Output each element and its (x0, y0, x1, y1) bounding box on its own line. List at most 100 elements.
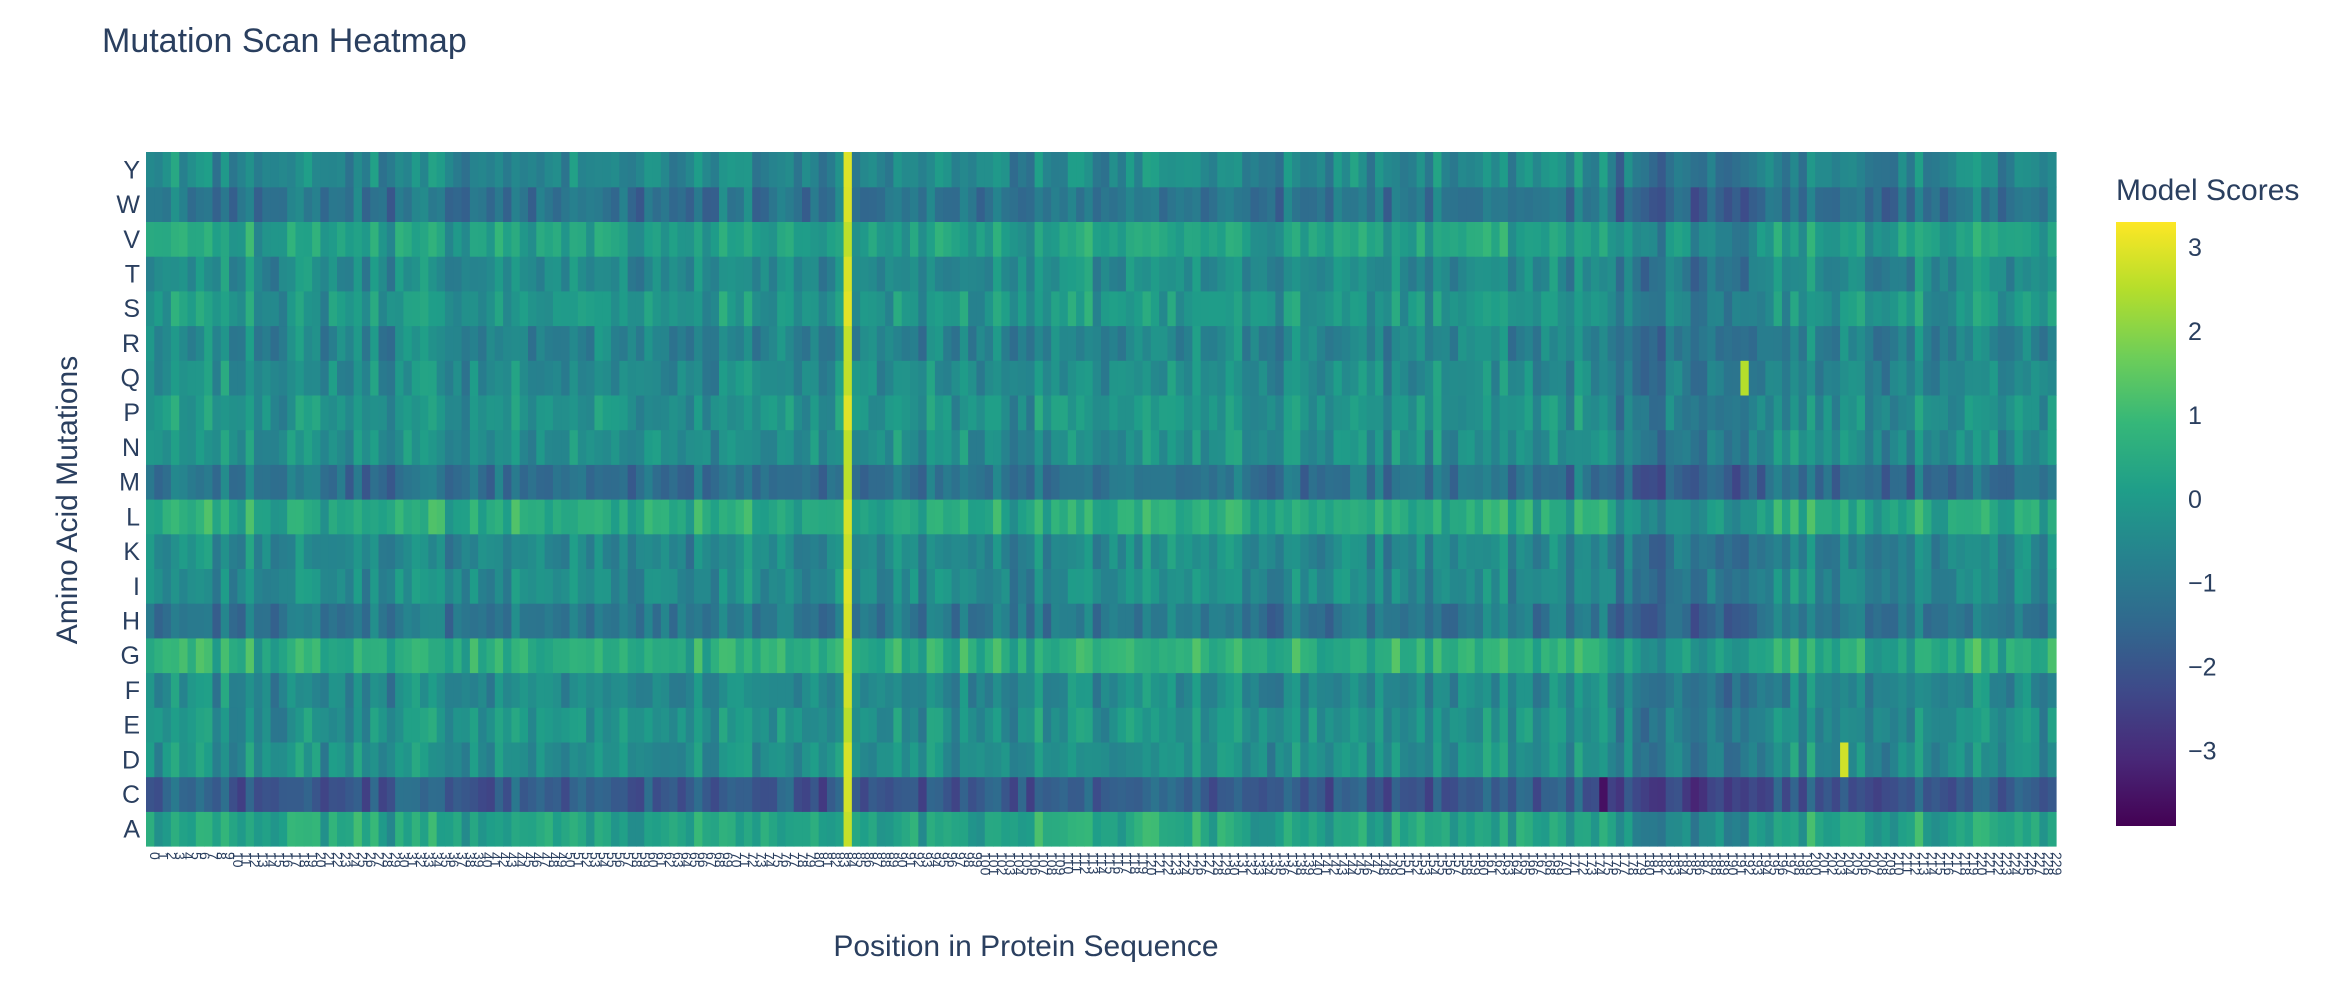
heatmap-cell (577, 256, 587, 292)
heatmap-cell (220, 464, 230, 500)
heatmap-cell (1574, 221, 1584, 257)
heatmap-cell (1698, 290, 1708, 327)
heatmap-cell (1674, 186, 1683, 222)
heatmap-cell (1840, 637, 1849, 674)
heatmap-cell (1723, 672, 1733, 708)
heatmap-cell (170, 186, 180, 222)
heatmap-cell (1159, 811, 1169, 847)
heatmap-cell (1989, 394, 1999, 431)
heatmap-cell (868, 533, 878, 569)
heatmap-cell (1732, 186, 1742, 222)
heatmap-cell (1624, 256, 1634, 292)
heatmap-cell (1831, 533, 1841, 569)
heatmap-cell (370, 603, 380, 639)
heatmap-cell (835, 568, 845, 604)
heatmap-cell (677, 464, 687, 500)
heatmap-cell (1732, 811, 1742, 847)
heatmap-cell (1532, 256, 1542, 292)
heatmap-cell (685, 776, 695, 812)
heatmap-cell (627, 325, 637, 361)
heatmap-cell (1740, 290, 1750, 327)
heatmap-cell (1823, 603, 1833, 639)
heatmap-cell (1914, 811, 1924, 847)
heatmap-cell (1806, 152, 1816, 188)
heatmap-cell (1408, 290, 1418, 327)
y-tick-label: K (123, 538, 140, 566)
heatmap-cell (644, 533, 654, 569)
heatmap-cell (420, 811, 429, 847)
heatmap-cell (469, 152, 479, 188)
heatmap-cell (619, 776, 629, 812)
x-tick-label: 125 (1185, 852, 1201, 876)
heatmap-cell (204, 741, 214, 778)
heatmap-cell (1275, 221, 1285, 257)
heatmap-cell (1325, 221, 1335, 257)
heatmap-cell (1541, 256, 1551, 292)
heatmap-cell (245, 290, 255, 327)
heatmap-cell (843, 776, 853, 812)
heatmap-cell (1914, 256, 1924, 292)
heatmap-cell (378, 221, 388, 257)
heatmap-cell (1017, 464, 1027, 500)
heatmap-cell (1590, 603, 1600, 639)
heatmap-cell (1375, 429, 1384, 465)
heatmap-cell (1341, 811, 1351, 847)
heatmap-cell (1142, 290, 1152, 327)
heatmap-cell (1956, 290, 1966, 327)
heatmap-cell (1134, 741, 1144, 778)
heatmap-cell (1042, 256, 1052, 292)
heatmap-cell (2006, 672, 2016, 708)
heatmap-cell (411, 394, 421, 431)
heatmap-cell (1906, 637, 1916, 674)
heatmap-cell (1167, 152, 1177, 188)
heatmap-cell (1516, 186, 1526, 222)
x-tick-label: 165 (1517, 852, 1533, 876)
heatmap-cell (1424, 499, 1434, 535)
heatmap-cell (1806, 464, 1816, 500)
heatmap-cell (1765, 776, 1775, 812)
heatmap-cell (1474, 221, 1484, 257)
heatmap-cell (436, 221, 446, 257)
heatmap-cell (710, 325, 720, 361)
heatmap-cell (669, 637, 679, 674)
heatmap-cell (777, 186, 787, 222)
heatmap-cell (1275, 533, 1285, 569)
x-tick-label: 100 (978, 852, 994, 876)
heatmap-cell (1358, 394, 1368, 431)
heatmap-cell (1574, 741, 1584, 778)
heatmap-cell (793, 603, 803, 639)
heatmap-cell (212, 811, 222, 847)
heatmap-cell (1192, 533, 1202, 569)
heatmap-cell (1059, 741, 1069, 778)
heatmap-cell (486, 290, 496, 327)
heatmap-cell (984, 637, 994, 674)
heatmap-cell (1798, 290, 1808, 327)
heatmap-cell (1051, 464, 1061, 500)
heatmap-cell (934, 429, 944, 465)
heatmap-cell (768, 360, 778, 396)
heatmap-cell (1267, 290, 1276, 327)
heatmap-cell (1815, 290, 1825, 327)
heatmap-cell (951, 776, 961, 812)
heatmap-cell (1748, 360, 1758, 396)
heatmap-cell (1117, 394, 1127, 431)
heatmap-cell (1217, 741, 1227, 778)
heatmap-cell (552, 741, 562, 778)
heatmap-cell (1250, 290, 1260, 327)
heatmap-cell (893, 394, 903, 431)
heatmap-cell (328, 811, 338, 847)
heatmap-cell (860, 637, 870, 674)
heatmap-cell (519, 256, 529, 292)
heatmap-cell (146, 707, 155, 743)
heatmap-cell (1931, 256, 1941, 292)
heatmap-cell (395, 568, 405, 604)
heatmap-cell (1017, 568, 1027, 604)
heatmap-cell (1150, 429, 1160, 465)
heatmap-cell (1831, 464, 1841, 500)
heatmap-cell (1441, 429, 1451, 465)
heatmap-cell (735, 741, 745, 778)
heatmap-cell (1997, 499, 2007, 535)
heatmap-cell (146, 568, 155, 604)
heatmap-cell (768, 533, 778, 569)
heatmap-cell (345, 221, 355, 257)
